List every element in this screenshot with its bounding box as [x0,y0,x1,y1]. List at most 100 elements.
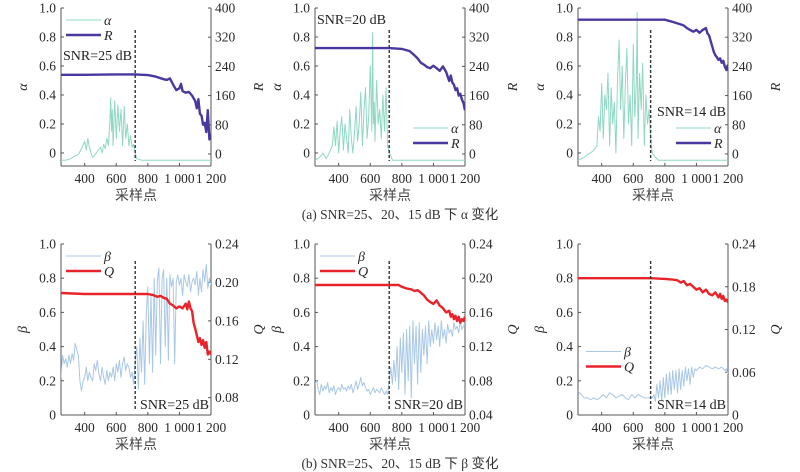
y-tick-label: 1.0 [39,1,56,16]
x-tick-label: 600 [360,171,381,186]
y2-axis-label: R [506,82,521,92]
y-tick-label: 0.2 [556,373,573,388]
y2-tick-label: 0.04 [469,408,493,423]
y2-tick-label: 240 [732,59,753,74]
series-line-right [61,291,211,356]
y-tick-label: 0.6 [293,58,310,73]
x-tick-label: 400 [75,171,96,186]
y-tick-label: 0.8 [293,271,310,286]
y-tick-label: 0.8 [556,29,573,44]
x-tick-label: 1 200 [713,420,744,435]
x-tick-label: 1 000 [418,420,449,435]
x-tick-label: 800 [655,420,676,435]
series-line-left [578,11,728,161]
legend-label: Q [104,265,114,280]
y-tick-label: 0.2 [39,116,56,131]
y2-tick-label: 160 [732,88,753,103]
y-tick-label: 1.0 [556,237,573,252]
y-tick-label: 1.0 [556,1,573,16]
x-tick-label: 800 [392,171,413,186]
series-line-right [315,46,465,111]
legend-label: α [714,122,722,137]
y-tick-label: 0.2 [293,373,310,388]
y-tick-label: 0 [303,408,310,423]
y-tick-label: 0 [49,408,56,423]
y2-tick-label: 400 [732,1,753,16]
y-tick-label: 1.0 [293,1,310,16]
y-axis-label: α [270,83,285,91]
x-tick-label: 800 [392,420,413,435]
x-axis-label: 采样点 [632,437,674,453]
y2-tick-label: 0.20 [215,275,239,290]
x-tick-label: 400 [75,420,96,435]
y2-tick-label: 0.12 [469,339,493,354]
y2-axis-label: Q [506,324,521,334]
y-tick-label: 0 [566,408,573,423]
snr-annotation: SNR=14 dB [657,398,726,413]
x-tick-label: 600 [106,171,127,186]
x-tick-label: 400 [592,420,613,435]
snr-annotation: SNR=25 dB [140,398,209,413]
x-tick-label: 400 [329,420,350,435]
legend-label: Q [624,361,634,376]
y-axis-label: α [533,83,548,91]
x-tick-label: 600 [623,420,644,435]
y-tick-label: 0 [303,145,310,160]
y2-tick-label: 0.08 [215,390,239,405]
x-tick-label: 1 200 [196,171,227,186]
y2-tick-label: 0 [215,146,222,161]
y-tick-label: 0.4 [293,339,310,354]
legend-label: β [623,346,631,361]
y2-tick-label: 160 [469,88,490,103]
x-axis-label: 采样点 [632,188,674,204]
legend-label: Q [358,265,368,280]
legend-label: R [450,137,460,152]
x-tick-label: 800 [655,171,676,186]
y2-tick-label: 400 [469,1,490,16]
series-line-left [315,320,465,399]
x-axis-label: 采样点 [369,437,411,453]
y-tick-label: 0.6 [39,58,56,73]
series-line-left [315,32,465,161]
y2-tick-label: 0.20 [469,271,493,286]
y-axis-label: β [16,326,31,334]
y-axis-label: α [16,83,31,91]
y2-tick-label: 320 [469,30,490,45]
snr-annotation: SNR=14 dB [657,105,726,120]
y-tick-label: 1.0 [293,237,310,252]
y2-tick-label: 0.24 [215,237,239,252]
x-tick-label: 600 [360,420,381,435]
x-tick-label: 400 [329,171,350,186]
chart-b1: 400 600 800 1 000 1 200 0 0.2 0.4 0.6 0.8 1.0 0.08 0… [16,237,267,454]
chart-b2: 400 600 800 1 000 1 200 0 0.2 0.4 0.6 0.8 1.0 0.04 0… [270,237,521,454]
y2-tick-label: 0.24 [732,237,756,252]
x-axis-label: 采样点 [115,437,157,453]
y2-tick-label: 0.24 [469,237,493,252]
series-line-right [61,73,211,141]
y2-tick-label: 0.18 [732,279,756,294]
x-tick-label: 600 [623,171,644,186]
series-line-right [578,18,728,72]
legend-label: β [103,250,111,265]
chart-a3: 400 600 800 1 000 1 200 0 0.2 0.4 0.6 0.8 1.0 0 80 16… [533,1,784,205]
x-tick-label: 600 [106,420,127,435]
y-tick-label: 0.8 [39,271,56,286]
series-line-left [61,264,211,392]
y-tick-label: 0.6 [556,305,573,320]
y2-tick-label: 0.08 [469,373,493,388]
x-tick-label: 1 200 [450,171,481,186]
x-tick-label: 1 000 [681,171,712,186]
series-line-left [61,97,211,161]
y-tick-label: 0.4 [39,339,56,354]
y-tick-label: 0.6 [39,305,56,320]
y-tick-label: 0 [566,145,573,160]
y2-tick-label: 400 [215,1,236,16]
y2-tick-label: 240 [469,59,490,74]
y-axis-label: β [270,326,285,334]
x-tick-label: 400 [592,171,613,186]
x-axis-label: 采样点 [369,188,411,204]
y-tick-label: 0.8 [556,271,573,286]
y2-tick-label: 80 [469,117,483,132]
y2-tick-label: 0.16 [215,313,239,328]
y-tick-label: 1.0 [39,237,56,252]
